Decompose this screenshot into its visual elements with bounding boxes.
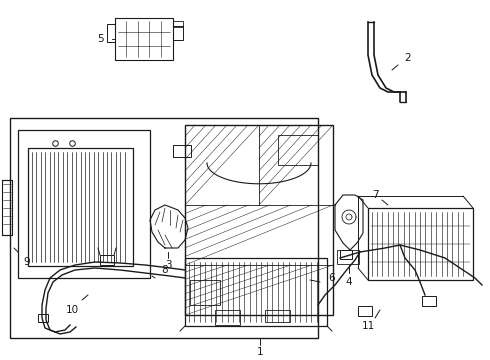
Bar <box>278 135 318 165</box>
Bar <box>337 250 359 264</box>
Bar <box>2 180 12 235</box>
Bar <box>185 258 327 326</box>
Bar <box>265 310 290 322</box>
Text: 9: 9 <box>24 257 30 267</box>
Bar <box>18 130 150 278</box>
Bar <box>422 296 436 306</box>
Bar <box>173 26 183 40</box>
Text: 5: 5 <box>97 34 103 44</box>
Bar <box>100 255 114 265</box>
Text: 7: 7 <box>372 190 378 200</box>
Bar <box>340 250 352 259</box>
Text: 1: 1 <box>257 347 263 357</box>
Text: 3: 3 <box>165 260 172 270</box>
Bar <box>173 145 191 157</box>
Bar <box>215 310 240 325</box>
Bar <box>10 118 318 338</box>
Text: 2: 2 <box>405 53 411 63</box>
Text: 10: 10 <box>66 305 78 315</box>
Bar <box>358 306 372 316</box>
Bar <box>190 280 220 305</box>
Bar <box>38 314 48 322</box>
Bar <box>173 21 183 27</box>
Text: 6: 6 <box>329 273 335 283</box>
Bar <box>368 208 473 280</box>
Text: 4: 4 <box>345 277 352 287</box>
Text: 11: 11 <box>362 321 375 331</box>
Bar <box>185 125 333 315</box>
Text: 8: 8 <box>162 265 168 275</box>
Bar <box>28 148 133 266</box>
Bar <box>107 24 115 42</box>
Bar <box>115 18 173 60</box>
